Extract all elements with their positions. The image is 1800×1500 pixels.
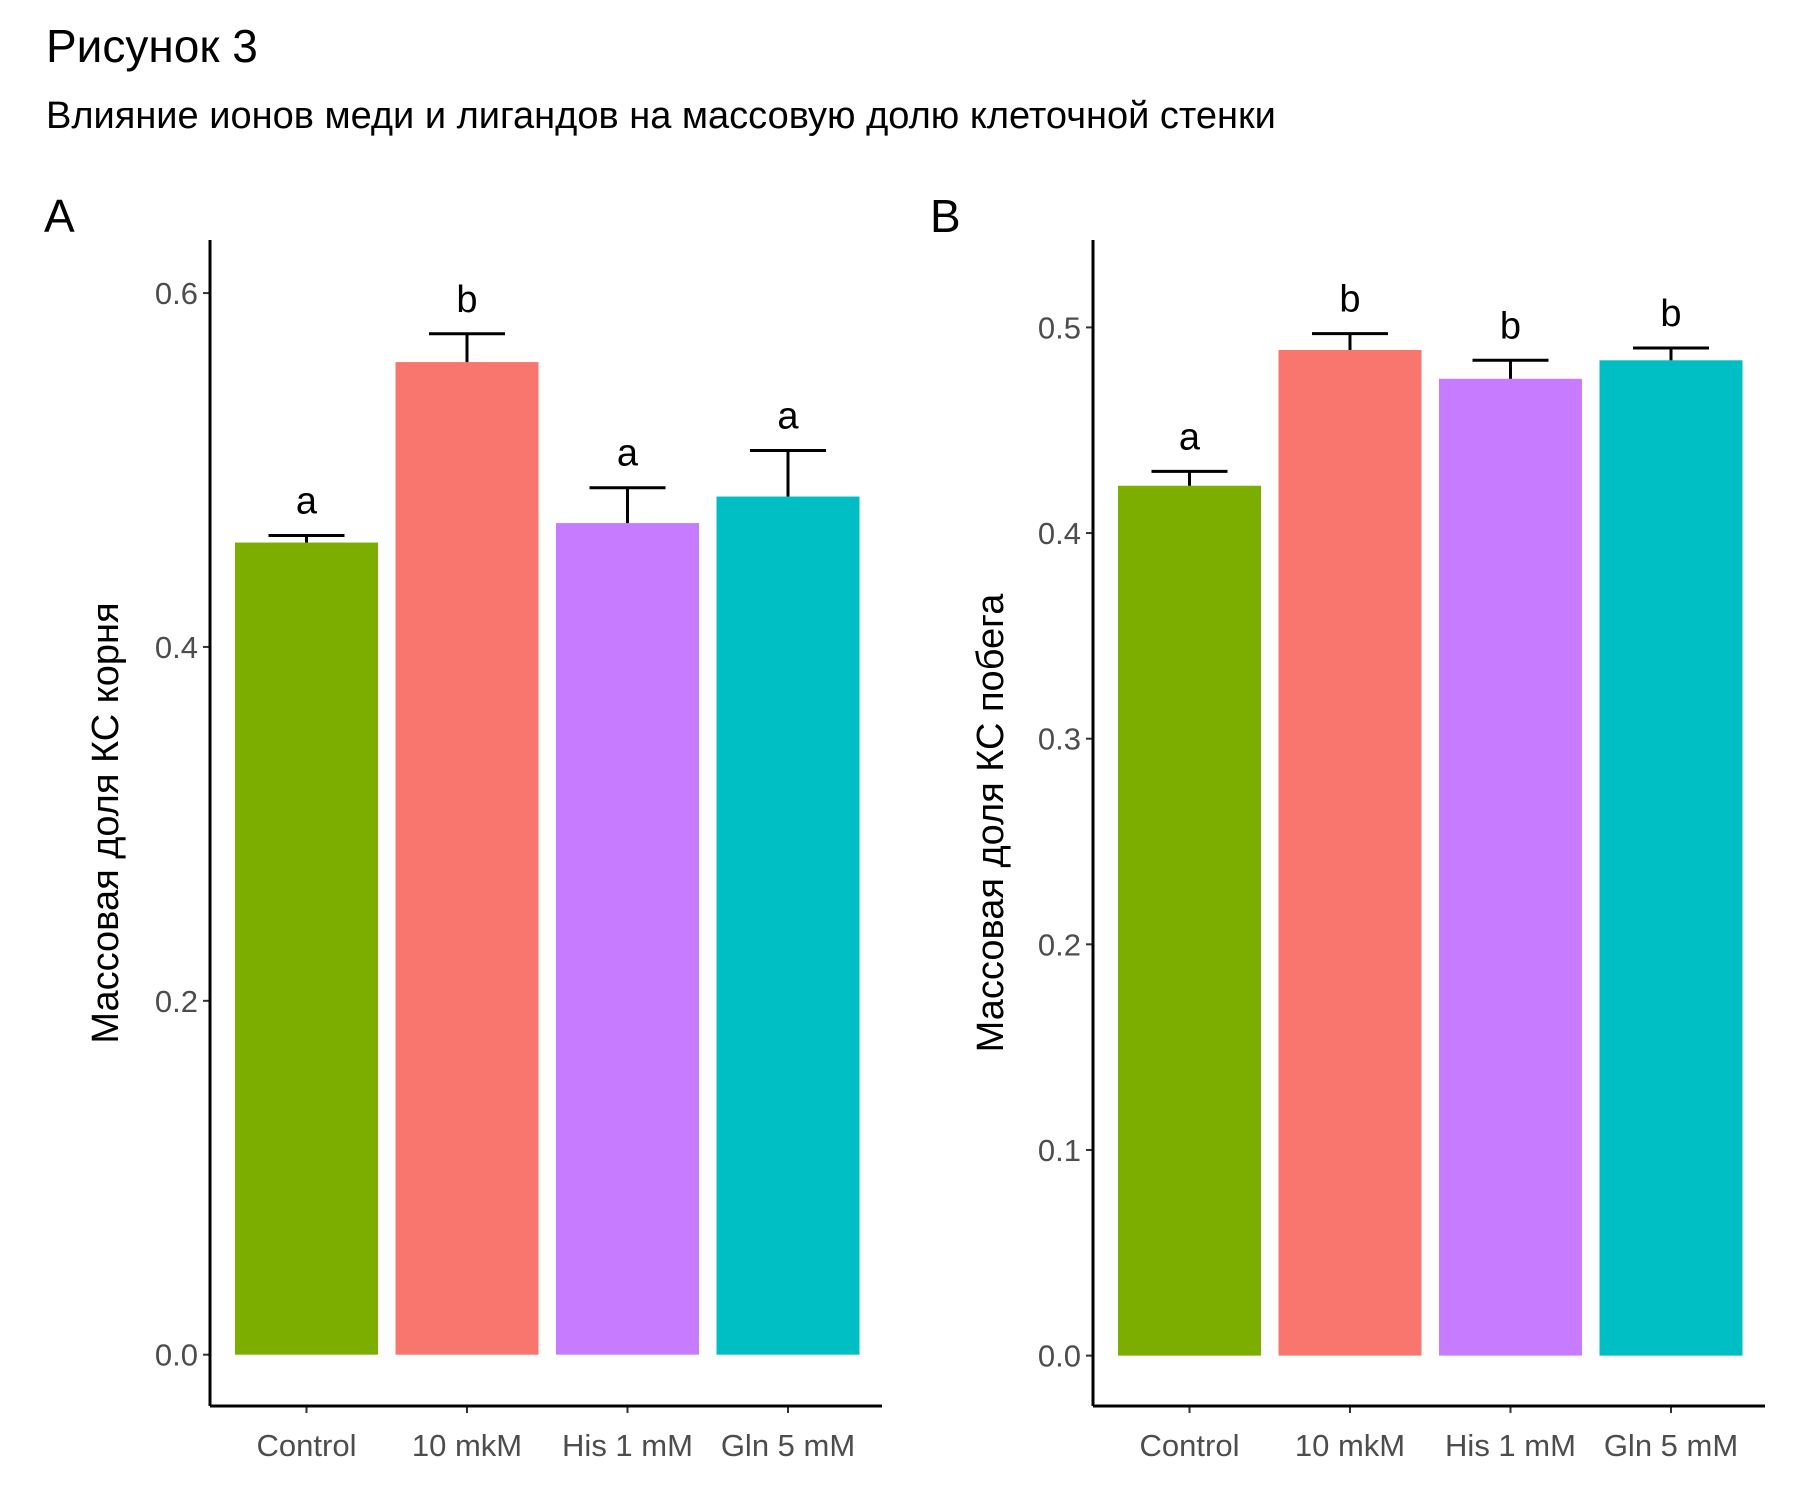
significance-label: b (456, 279, 477, 321)
bar (235, 542, 378, 1355)
significance-label: b (1500, 305, 1521, 347)
x-tick-label: 10 mkM (1295, 1428, 1405, 1463)
y-tick-label: 0.2 (1038, 927, 1081, 962)
panel-label-a: A (44, 190, 75, 242)
significance-label: a (777, 396, 799, 438)
bar (1599, 360, 1743, 1356)
x-tick-label: Gln 5 mM (721, 1428, 855, 1463)
x-tick-label: 10 mkM (412, 1428, 522, 1463)
bar (1278, 350, 1422, 1356)
figure-title: Рисунок 3 (46, 20, 258, 72)
y-tick-label: 0.6 (155, 276, 198, 311)
y-tick-label: 0.2 (155, 984, 198, 1019)
bar (395, 362, 539, 1355)
x-tick-label: Control (257, 1428, 357, 1463)
y-axis-title: Массовая доля КС побега (970, 593, 1012, 1053)
significance-label: a (617, 433, 639, 475)
bar (556, 523, 699, 1355)
figure-subtitle: Влияние ионов меди и лигандов на массову… (46, 95, 1276, 137)
x-tick-label: Control (1140, 1428, 1240, 1463)
y-tick-label: 0.3 (1038, 722, 1081, 757)
significance-label: b (1339, 279, 1360, 321)
significance-label: a (1179, 416, 1201, 458)
y-tick-label: 0.0 (1038, 1339, 1081, 1374)
panel-label-b: B (930, 190, 961, 242)
significance-label: b (1660, 293, 1681, 335)
significance-label: a (296, 480, 318, 522)
y-tick-label: 0.5 (1038, 310, 1081, 345)
y-axis-title: Массовая доля КС корня (85, 602, 127, 1043)
bar (1439, 378, 1582, 1356)
y-tick-label: 0.4 (1038, 516, 1081, 551)
y-tick-label: 0.4 (155, 630, 198, 665)
y-tick-label: 0.1 (1038, 1133, 1081, 1168)
bar (1118, 485, 1261, 1356)
x-tick-label: Gln 5 mM (1604, 1428, 1738, 1463)
x-tick-label: His 1 mM (562, 1428, 693, 1463)
x-tick-label: His 1 mM (1445, 1428, 1576, 1463)
y-tick-label: 0.0 (155, 1338, 198, 1373)
bar (716, 496, 860, 1355)
